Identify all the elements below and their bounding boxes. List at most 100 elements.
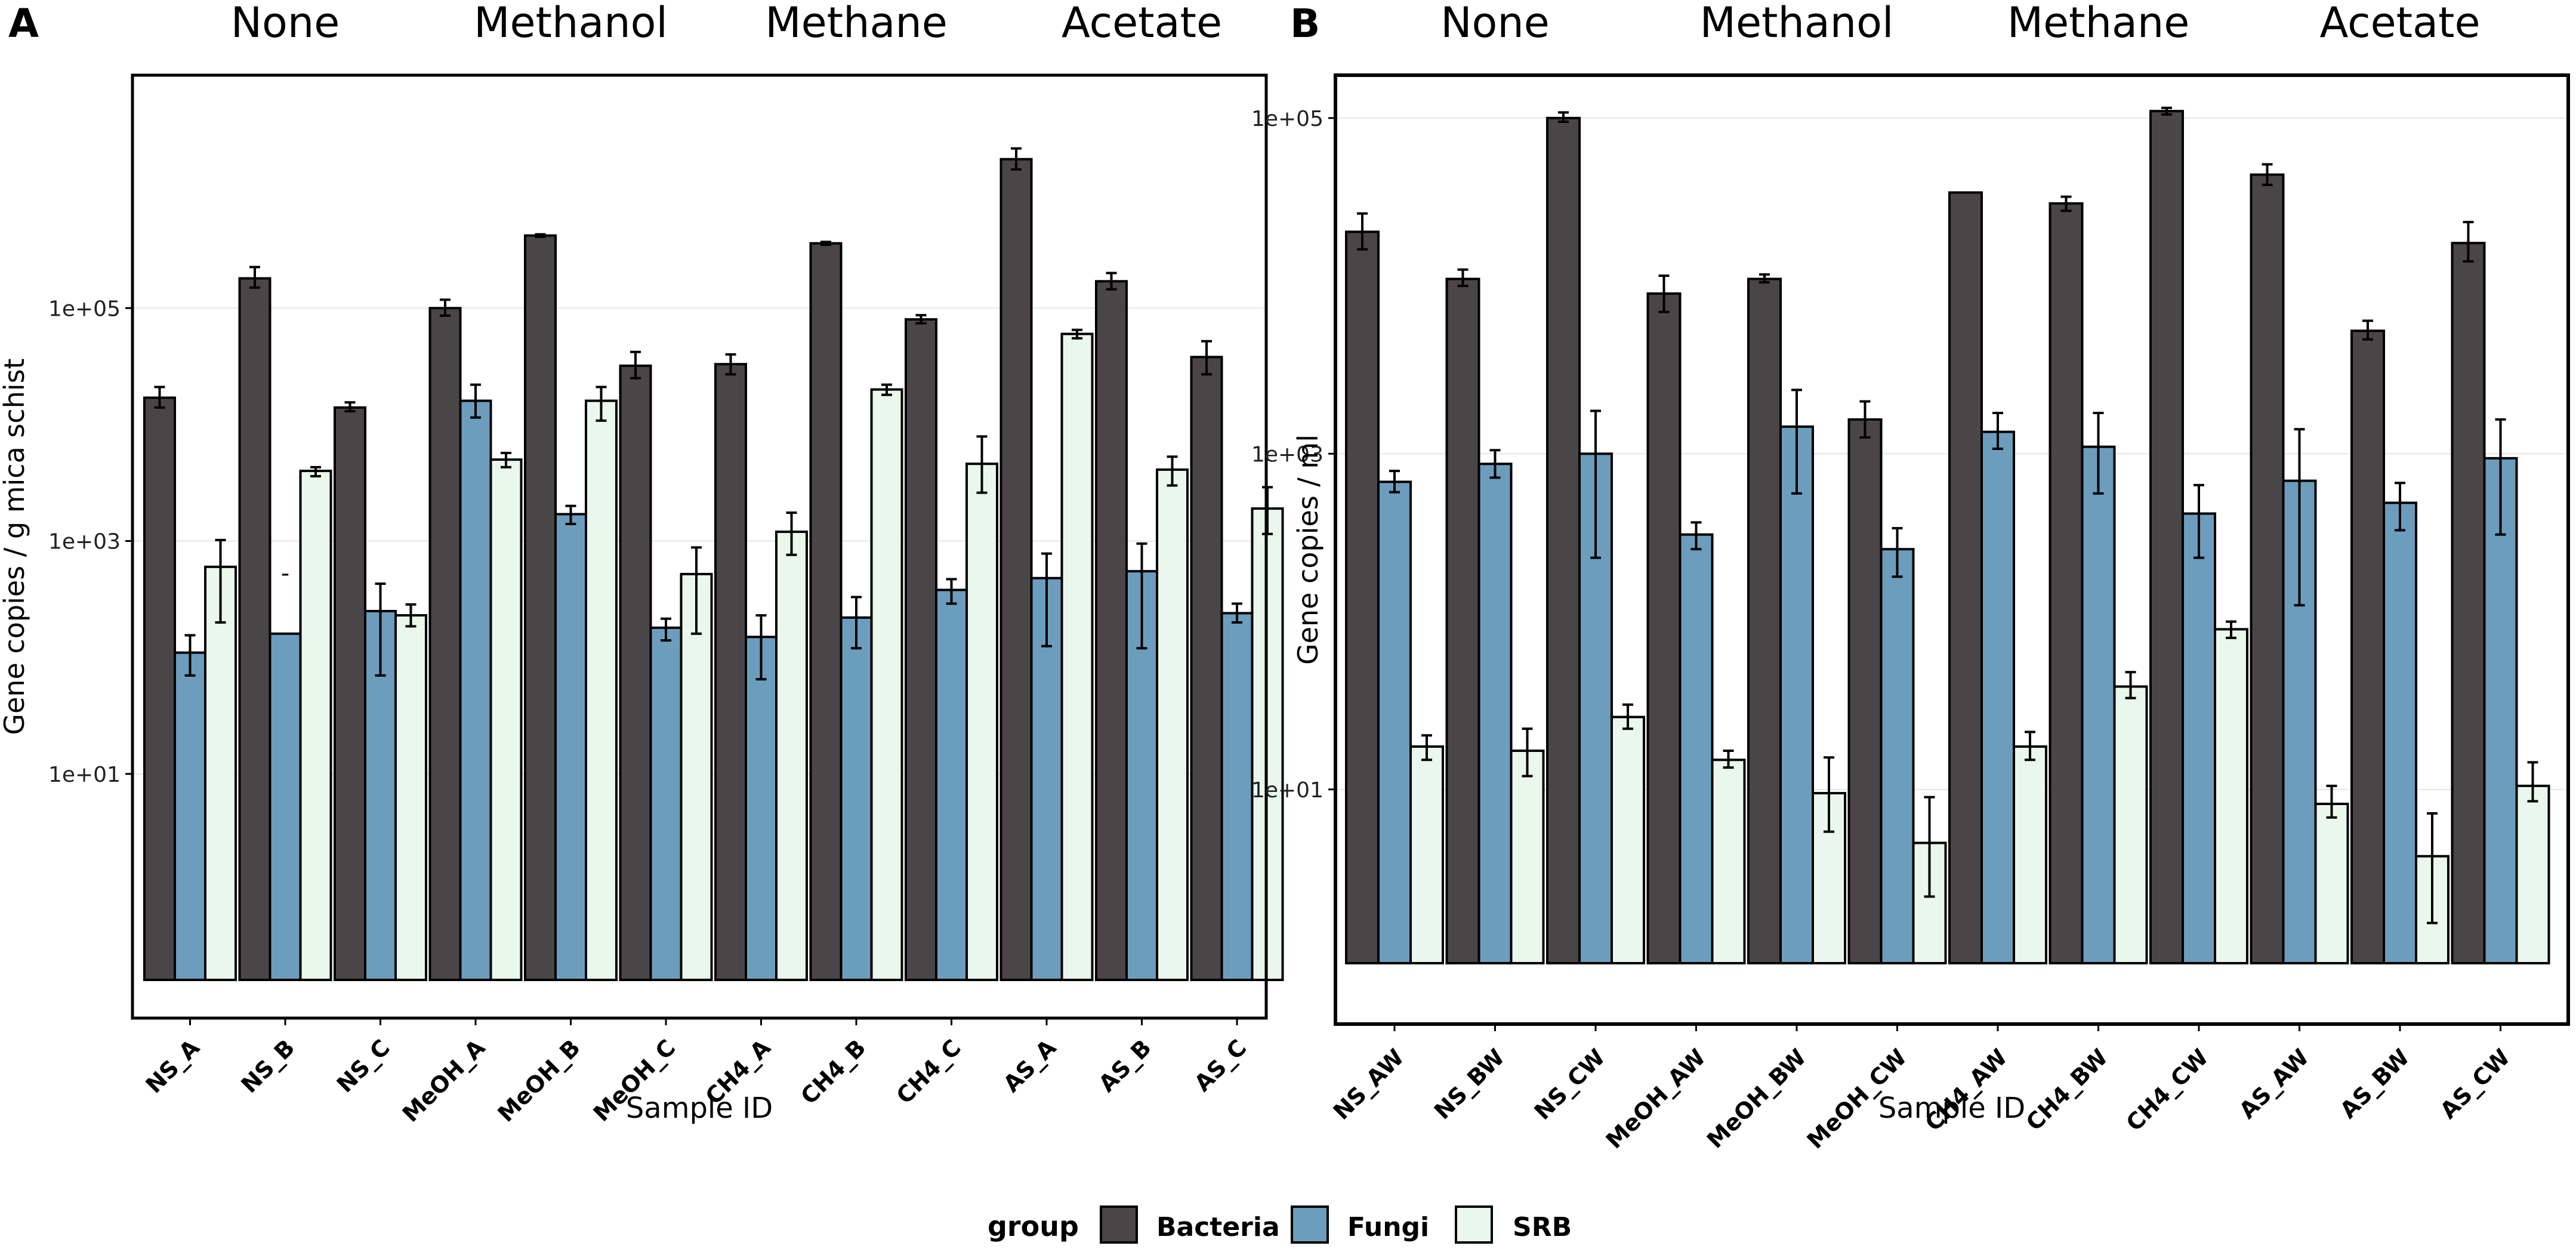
bar-fungi-ns-b xyxy=(269,632,302,981)
error-bar xyxy=(691,546,702,635)
error-bar xyxy=(2294,428,2305,607)
bar-srb-as-cw xyxy=(2515,784,2550,964)
error-bar xyxy=(184,634,196,677)
legend-title: group xyxy=(988,1210,1079,1242)
error-bar xyxy=(440,298,451,317)
x-tick-label: AS_A xyxy=(998,1034,1062,1097)
bar-fungi-ch4-b xyxy=(840,616,873,981)
error-bar xyxy=(1658,274,1670,313)
bar-srb-meoh-b xyxy=(585,399,618,981)
error-bar xyxy=(661,617,671,642)
bar-srb-ch4-cw xyxy=(2214,628,2248,965)
legend-key-fungi xyxy=(1291,1205,1329,1244)
error-bar xyxy=(755,614,767,681)
x-tick-label: NS_BW xyxy=(1429,1044,1510,1124)
bar-bacteria-ns-bw xyxy=(1445,278,1480,964)
error-bar xyxy=(881,383,892,396)
x-tick-label: AS_CW xyxy=(2435,1044,2515,1124)
bar-fungi-meoh-c xyxy=(649,626,683,981)
error-bar xyxy=(2125,671,2136,699)
treatment-label: None xyxy=(231,0,340,47)
bar-srb-ch4-bw xyxy=(2113,685,2148,964)
x-tick-label: NS_B xyxy=(236,1034,300,1098)
x-tick-label: AS_C xyxy=(1189,1034,1251,1096)
error-bar xyxy=(1421,734,1432,761)
x-axis-title: Sample ID xyxy=(1878,1092,2025,1125)
bar-bacteria-as-cw xyxy=(2451,242,2486,965)
error-bar xyxy=(1622,703,1633,730)
bar-srb-ns-aw xyxy=(1409,745,1444,964)
bar-bacteria-as-c xyxy=(1190,356,1223,981)
bar-layer: - xyxy=(143,147,1284,982)
x-tick-label: MeOH_B xyxy=(493,1034,585,1127)
bar-fungi-ns-aw xyxy=(1377,480,1412,964)
error-bar xyxy=(725,353,736,376)
error-bar xyxy=(2194,483,2204,559)
y-tick-label: 1e+03 xyxy=(1251,442,1324,467)
error-bar xyxy=(1011,147,1022,171)
bar-bacteria-meoh-bw xyxy=(1747,278,1782,964)
legend-key-srb xyxy=(1455,1205,1493,1244)
error-bar xyxy=(915,314,927,325)
treatment-label: Methanol xyxy=(474,0,668,47)
error-bar xyxy=(2463,221,2474,263)
error-bar xyxy=(976,435,988,494)
legend-label-bacteria: Bacteria xyxy=(1156,1212,1280,1242)
bar-fungi-as-cw xyxy=(2483,457,2518,964)
bar-bacteria-ns-cw xyxy=(1546,116,1581,965)
panel-label-b: B xyxy=(1290,1,1320,47)
error-bar xyxy=(2262,163,2273,186)
error-bar xyxy=(1522,727,1533,778)
bar-fungi-ch4-cw xyxy=(2182,512,2216,964)
error-bar xyxy=(1759,273,1770,284)
bar-fungi-ch4-bw xyxy=(2081,445,2116,964)
error-bar xyxy=(2427,812,2438,924)
y-axis: 1e+01 1e+03 1e+05 xyxy=(48,297,132,787)
bar-fungi-meoh-b xyxy=(554,513,587,981)
bar-bacteria-meoh-aw xyxy=(1646,292,1682,965)
bar-srb-meoh-aw xyxy=(1711,758,1746,964)
error-bar xyxy=(310,465,321,477)
bar-fungi-as-bw xyxy=(2383,501,2417,964)
x-tick-label: AS_BW xyxy=(2335,1044,2414,1123)
error-bar xyxy=(786,511,797,556)
treatment-label: Methane xyxy=(2007,0,2190,47)
error-bar xyxy=(405,603,417,628)
bar-bacteria-ch4-cw xyxy=(2149,110,2184,964)
error-bar xyxy=(2527,761,2538,803)
bar-srb-ch4-a xyxy=(775,531,808,981)
error-bar xyxy=(1690,521,1702,551)
y-tick-label: 1e+01 xyxy=(48,763,121,787)
bar-bacteria-ch4-c xyxy=(905,318,937,981)
x-tick-label: CH4_BW xyxy=(2021,1044,2113,1136)
x-tick-label: CH4_C xyxy=(891,1034,966,1109)
legend: group Bacteria Fungi SRB xyxy=(988,1205,1572,1244)
error-bar xyxy=(1791,388,1802,495)
error-bar xyxy=(1824,756,1834,833)
error-bar xyxy=(1357,212,1368,251)
bar-fungi-ch4-c xyxy=(935,588,968,981)
bar-fungi-ns-a xyxy=(174,651,206,981)
bar-fungi-meoh-cw xyxy=(1880,548,1915,964)
error-bar xyxy=(1232,602,1242,624)
y-tick-label: 1e+01 xyxy=(1251,778,1324,803)
error-bar xyxy=(1167,455,1178,487)
bar-bacteria-ns-b xyxy=(238,277,272,981)
bar-bacteria-ns-aw xyxy=(1345,230,1380,964)
bar-srb-ns-bw xyxy=(1510,750,1545,965)
bar-bacteria-ns-c xyxy=(334,406,366,981)
bar-bacteria-ch4-a xyxy=(714,363,747,981)
error-bar xyxy=(2326,784,2337,819)
y-axis-title: Gene copies / g mica schist xyxy=(0,358,30,735)
error-bar xyxy=(2025,730,2035,761)
bar-srb-ns-cw xyxy=(1611,716,1645,964)
error-bar xyxy=(1590,409,1601,559)
error-bar xyxy=(946,578,957,605)
error-bar xyxy=(1992,411,2003,451)
annotation-mark: - xyxy=(281,560,289,587)
error-bar xyxy=(851,596,862,650)
bar-bacteria-meoh-a xyxy=(428,307,462,981)
bar-fungi-ns-bw xyxy=(1477,462,1513,964)
